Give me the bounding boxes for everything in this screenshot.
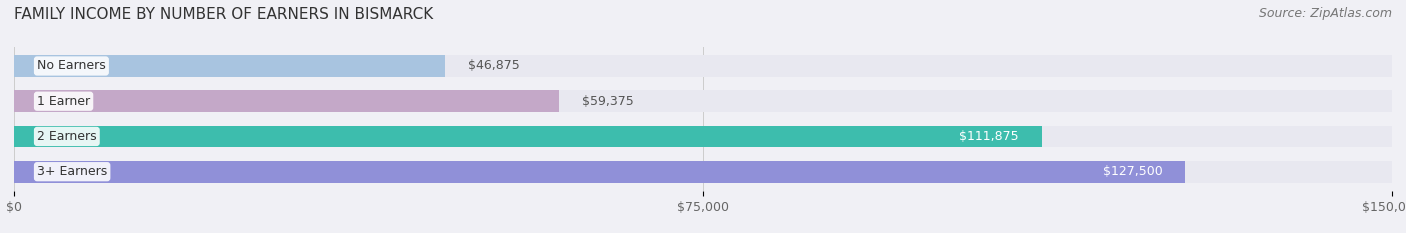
Bar (14, 126, 1392, 147)
Bar (14, 55, 1392, 77)
Text: $111,875: $111,875 (959, 130, 1019, 143)
Text: 2 Earners: 2 Earners (37, 130, 97, 143)
Text: No Earners: No Earners (37, 59, 105, 72)
Text: 1 Earner: 1 Earner (37, 95, 90, 108)
Text: $59,375: $59,375 (582, 95, 634, 108)
Bar (14, 126, 1042, 147)
Text: $46,875: $46,875 (468, 59, 519, 72)
Bar (14, 90, 1392, 112)
Text: FAMILY INCOME BY NUMBER OF EARNERS IN BISMARCK: FAMILY INCOME BY NUMBER OF EARNERS IN BI… (14, 7, 433, 22)
Bar (14, 90, 560, 112)
Text: 3+ Earners: 3+ Earners (37, 165, 107, 178)
Bar (14, 55, 444, 77)
Bar (14, 161, 1392, 183)
Bar (14, 161, 1185, 183)
Text: $127,500: $127,500 (1102, 165, 1163, 178)
Text: Source: ZipAtlas.com: Source: ZipAtlas.com (1258, 7, 1392, 20)
